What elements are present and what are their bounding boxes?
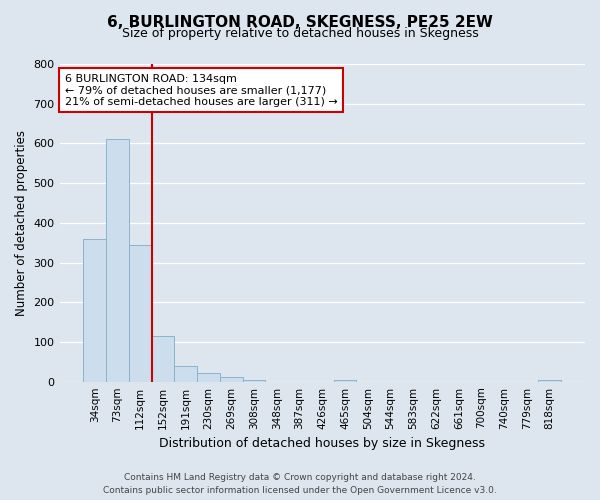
Bar [175,366,197,382]
Text: Size of property relative to detached houses in Skegness: Size of property relative to detached ho… [122,28,478,40]
Bar [106,140,129,382]
Bar [83,238,106,382]
Bar [242,380,265,382]
Y-axis label: Number of detached properties: Number of detached properties [15,130,28,316]
Text: 6, BURLINGTON ROAD, SKEGNESS, PE25 2EW: 6, BURLINGTON ROAD, SKEGNESS, PE25 2EW [107,15,493,30]
X-axis label: Distribution of detached houses by size in Skegness: Distribution of detached houses by size … [159,437,485,450]
Bar [197,373,220,382]
Text: 6 BURLINGTON ROAD: 134sqm
← 79% of detached houses are smaller (1,177)
21% of se: 6 BURLINGTON ROAD: 134sqm ← 79% of detac… [65,74,338,106]
Bar [220,376,242,382]
Text: Contains HM Land Registry data © Crown copyright and database right 2024.
Contai: Contains HM Land Registry data © Crown c… [103,474,497,495]
Bar [538,380,561,382]
Bar [152,336,175,382]
Bar [334,380,356,382]
Bar [129,244,152,382]
